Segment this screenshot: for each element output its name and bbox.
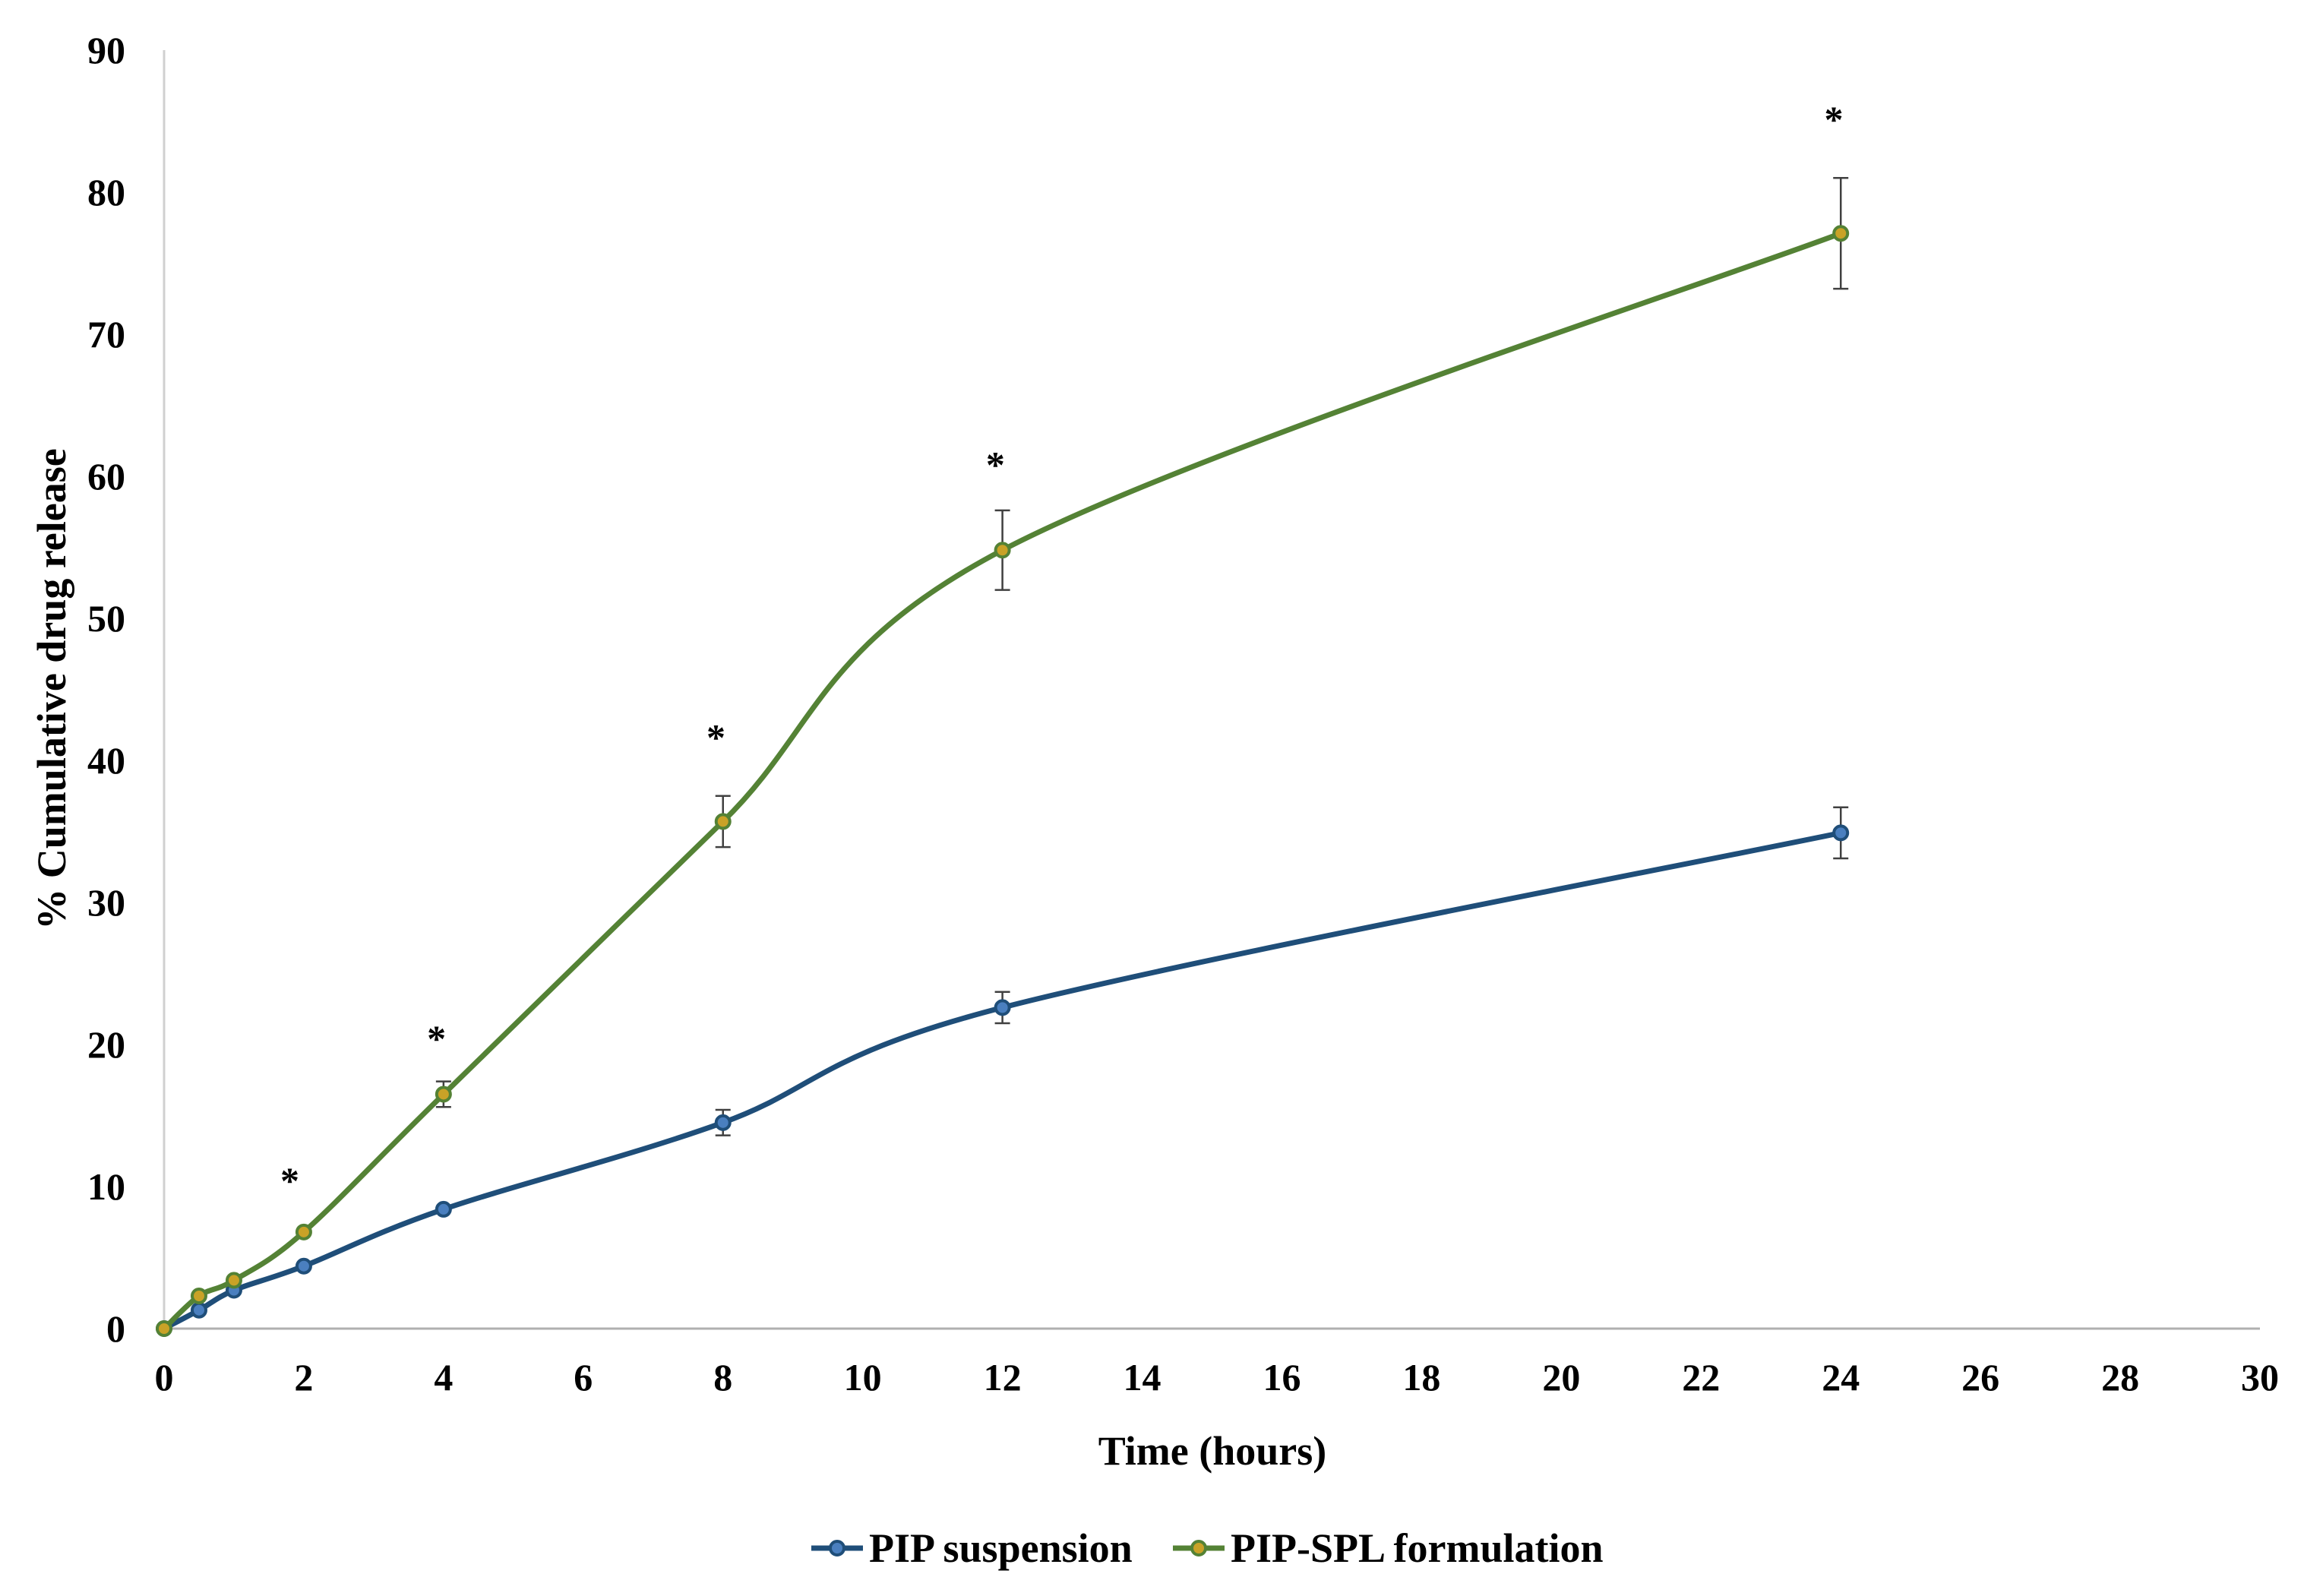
significance-asterisk: * xyxy=(986,444,1005,486)
x-tick-label: 30 xyxy=(2241,1356,2279,1398)
x-axis-title: Time (hours) xyxy=(1098,1428,1327,1474)
series-line xyxy=(161,230,1844,1332)
y-tick-label: 0 xyxy=(106,1307,125,1350)
data-point xyxy=(1832,824,1850,842)
x-tick-label: 20 xyxy=(1542,1356,1580,1398)
data-point xyxy=(190,1301,207,1319)
x-tick-label: 26 xyxy=(1961,1356,1999,1398)
legend-item-pip-suspension: PIP suspension xyxy=(811,1525,1133,1571)
y-tick-label: 60 xyxy=(87,455,125,498)
legend-marker-pip-suspension xyxy=(829,1540,845,1556)
x-tick-label: 10 xyxy=(844,1356,882,1398)
axes xyxy=(163,50,2260,1330)
legend-marker-pip-spl-formulation xyxy=(1190,1540,1207,1556)
data-point xyxy=(435,1086,452,1103)
data-point xyxy=(295,1223,312,1240)
y-tick-label: 80 xyxy=(87,171,125,213)
legend: PIP suspension PIP-SPL formulation xyxy=(811,1525,1604,1571)
data-point xyxy=(190,1287,207,1304)
legend-label-pip-spl-formulation: PIP-SPL formulation xyxy=(1231,1525,1604,1571)
x-tick-label: 14 xyxy=(1124,1356,1161,1398)
y-tick-label: 20 xyxy=(87,1023,125,1066)
significance-annotations: * * * * * xyxy=(280,98,1843,1202)
series-pip-suspension xyxy=(156,806,1850,1337)
significance-asterisk: * xyxy=(427,1017,446,1060)
x-tick-label: 8 xyxy=(713,1356,732,1398)
y-tick-label: 30 xyxy=(87,881,125,924)
x-tick-label: 28 xyxy=(2101,1356,2139,1398)
data-point xyxy=(435,1200,452,1218)
legend-item-pip-spl-formulation: PIP-SPL formulation xyxy=(1173,1525,1604,1571)
x-tick-label: 18 xyxy=(1402,1356,1440,1398)
x-tick-label: 6 xyxy=(574,1356,593,1398)
significance-asterisk: * xyxy=(280,1159,299,1202)
data-point xyxy=(714,813,732,830)
y-tick-label: 10 xyxy=(87,1165,125,1208)
data-point xyxy=(714,1114,732,1131)
x-tick-labels: 0 2 4 6 8 10 12 14 16 18 20 22 24 26 28 30 xyxy=(155,1356,2280,1398)
x-tick-label: 4 xyxy=(434,1356,453,1398)
data-point xyxy=(295,1257,312,1275)
data-point xyxy=(156,1320,172,1337)
series-pip-spl-formulation xyxy=(156,177,1850,1337)
data-point xyxy=(994,542,1011,559)
legend-label-pip-suspension: PIP suspension xyxy=(869,1525,1133,1571)
y-tick-label: 90 xyxy=(87,29,125,71)
x-tick-label: 0 xyxy=(155,1356,174,1398)
data-point xyxy=(225,1272,242,1289)
data-point xyxy=(1832,225,1850,242)
y-tick-label: 70 xyxy=(87,313,125,356)
x-tick-label: 24 xyxy=(1822,1356,1860,1398)
y-axis-title: % Cumulative drug release xyxy=(29,448,74,929)
series-line xyxy=(161,830,1844,1332)
y-tick-label: 40 xyxy=(87,739,125,782)
series-layer xyxy=(156,177,1850,1337)
significance-asterisk: * xyxy=(1825,98,1844,141)
significance-asterisk: * xyxy=(706,716,725,759)
x-tick-label: 22 xyxy=(1682,1356,1720,1398)
x-tick-label: 2 xyxy=(294,1356,313,1398)
data-point xyxy=(994,999,1011,1016)
x-tick-label: 12 xyxy=(984,1356,1022,1398)
x-tick-label: 16 xyxy=(1263,1356,1301,1398)
y-tick-labels: 0 10 20 30 40 50 60 70 80 90 xyxy=(87,29,125,1350)
y-tick-label: 50 xyxy=(87,597,125,640)
